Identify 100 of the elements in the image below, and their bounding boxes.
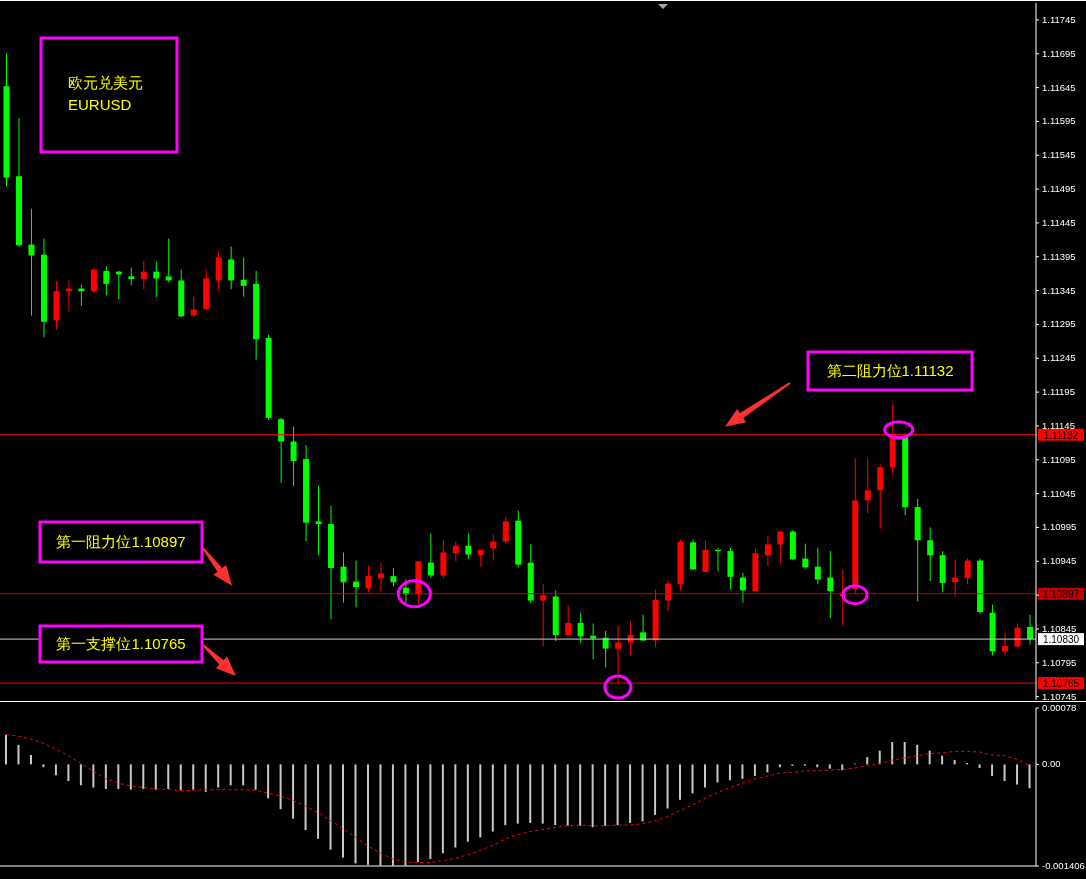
y-tick-label: 0.00078 <box>1042 702 1077 713</box>
bar <box>204 764 207 792</box>
bar <box>916 744 919 765</box>
y-tick-label: 1.11245 <box>1042 352 1076 364</box>
bar <box>142 764 145 789</box>
bar <box>404 764 407 866</box>
bar <box>491 764 494 832</box>
bar <box>167 764 170 789</box>
bar <box>828 764 831 769</box>
bar <box>354 764 357 864</box>
candlestick <box>540 583 547 648</box>
candlestick <box>1027 614 1034 646</box>
candlestick <box>927 526 934 582</box>
y-tick-label: 1.11445 <box>1042 216 1076 228</box>
candlestick <box>764 535 771 567</box>
candlestick <box>452 541 459 562</box>
candlestick <box>390 567 397 587</box>
ref-line-label: 1.10765 <box>1042 678 1080 690</box>
bar <box>317 764 320 839</box>
y-tick-label: 1.10745 <box>1042 690 1077 702</box>
candlestick <box>739 572 746 604</box>
candlestick <box>777 531 784 564</box>
bar <box>928 750 931 765</box>
y-tick-label: 1.11595 <box>1042 115 1076 127</box>
bar <box>891 741 894 765</box>
bar <box>666 764 669 809</box>
bar <box>554 764 557 826</box>
annotation: 第二阻力位1.11132 <box>826 362 954 379</box>
y-tick-label: -0.001406 <box>1042 860 1085 871</box>
candlestick <box>90 267 97 294</box>
bar <box>279 764 282 810</box>
candlestick <box>340 551 347 604</box>
y-tick-label: 1.11345 <box>1042 284 1076 296</box>
y-tick-label: 1.11495 <box>1042 183 1076 195</box>
annotation: 第一支撑位1.10765 <box>56 635 186 652</box>
bar <box>416 764 419 862</box>
candlestick <box>427 533 434 579</box>
candlestick <box>465 533 472 560</box>
candlestick <box>377 562 384 592</box>
candlestick <box>827 550 834 619</box>
y-tick-label: 1.11395 <box>1042 250 1076 262</box>
y-tick-label: 1.11695 <box>1042 47 1076 59</box>
y-tick-label: 1.11195 <box>1042 386 1075 398</box>
bar <box>566 764 569 826</box>
bar <box>629 764 632 823</box>
bar <box>441 764 444 854</box>
bar <box>641 764 644 822</box>
bar <box>229 764 232 786</box>
bar <box>304 764 307 831</box>
candlestick <box>802 543 809 570</box>
candlestick <box>814 547 821 585</box>
bar <box>753 764 756 776</box>
bar <box>104 764 107 789</box>
bar <box>529 764 532 823</box>
y-tick-label: 1.11095 <box>1042 453 1076 465</box>
bar <box>579 764 582 826</box>
bar <box>342 764 345 858</box>
bar <box>691 764 694 794</box>
y-tick-label: 1.10945 <box>1042 555 1077 567</box>
bar <box>1016 764 1019 785</box>
y-tick-label: 1.10995 <box>1042 521 1077 533</box>
bar <box>903 741 906 765</box>
candlestick <box>228 246 235 290</box>
bar <box>179 764 182 791</box>
y-tick-label: 1.10795 <box>1042 656 1077 668</box>
candlestick <box>665 579 672 612</box>
y-tick-label: 1.11045 <box>1042 487 1076 499</box>
y-tick-label: 1.11145 <box>1042 419 1075 431</box>
bar <box>217 764 220 788</box>
bar <box>703 764 706 788</box>
line-series <box>5 734 1031 864</box>
candlestick <box>165 237 172 283</box>
bar <box>1028 764 1031 789</box>
bar <box>29 754 32 765</box>
bar <box>242 764 245 786</box>
bar <box>466 764 469 842</box>
bar <box>67 764 70 781</box>
candlestick <box>702 539 709 573</box>
candlestick <box>864 457 871 514</box>
bar <box>42 764 45 768</box>
bar <box>978 764 981 768</box>
bar <box>616 764 619 826</box>
candlestick <box>103 265 110 296</box>
y-tick-label: 0.00 <box>1042 758 1061 770</box>
ref-line-label: 1.10897 <box>1042 588 1080 600</box>
bar <box>766 764 769 773</box>
y-tick-label: 1.11645 <box>1042 81 1076 93</box>
candlestick <box>877 464 884 530</box>
bar <box>591 764 594 828</box>
candlestick <box>440 539 447 579</box>
y-tick-label: 1.11295 <box>1042 318 1076 330</box>
candlestick <box>278 417 285 484</box>
bar <box>429 764 432 860</box>
ref-line-label: 1.10830 <box>1042 634 1080 646</box>
bar <box>516 764 519 824</box>
candlestick <box>365 564 372 593</box>
candlestick <box>315 484 322 556</box>
candlestick <box>352 560 359 608</box>
y-tick-label: 1.10845 <box>1042 622 1077 634</box>
bar <box>841 764 844 771</box>
